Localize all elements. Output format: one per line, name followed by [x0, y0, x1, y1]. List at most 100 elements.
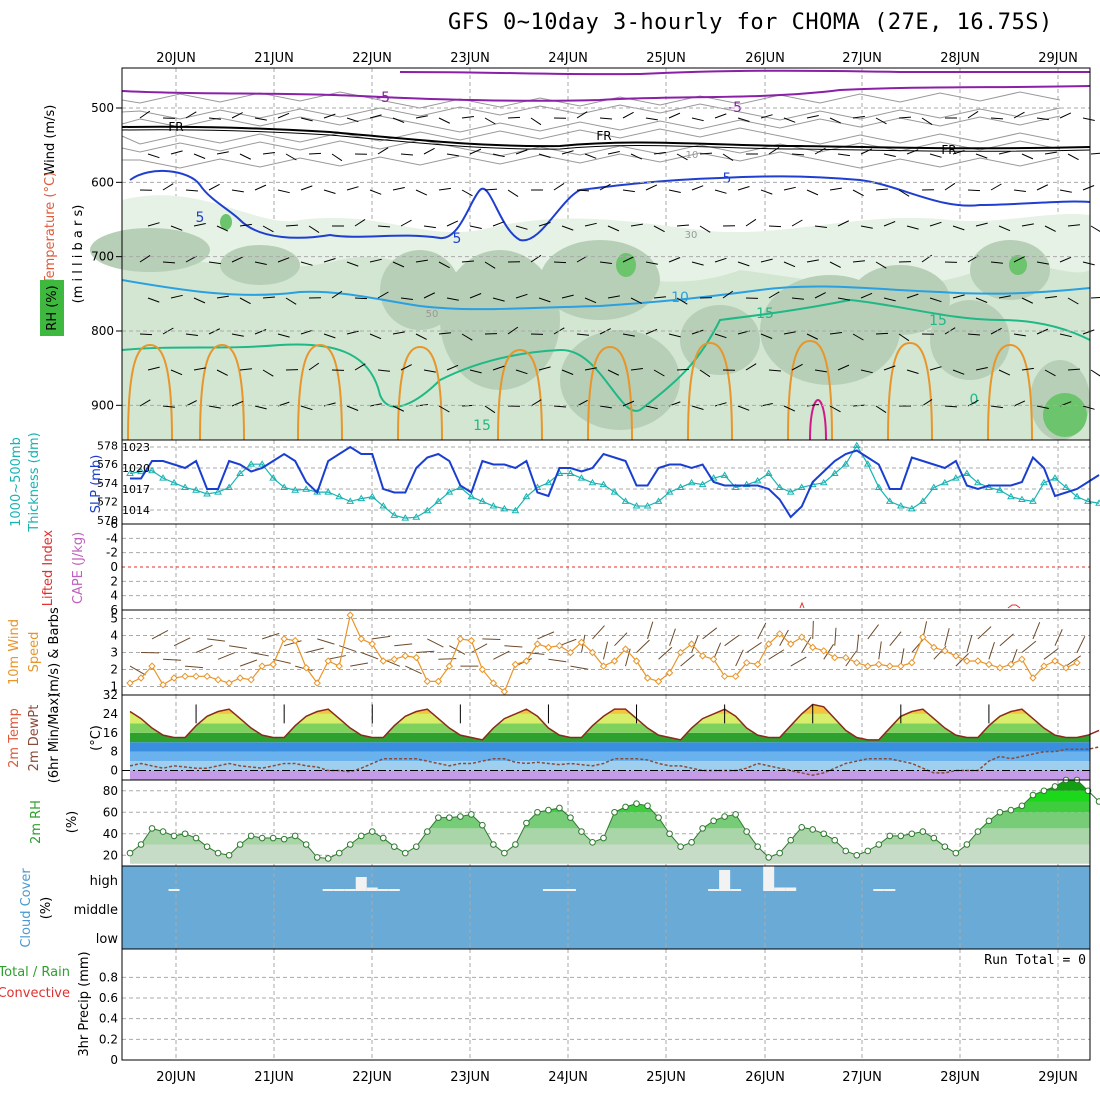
barb [392, 405, 405, 412]
rh-point [941, 843, 949, 850]
thickness-point [368, 492, 377, 500]
barb [308, 152, 322, 155]
wind-point [786, 640, 795, 648]
barb [856, 634, 860, 653]
barb [837, 153, 850, 157]
barb [461, 333, 473, 341]
wind-point [798, 633, 806, 641]
thickness-point [974, 478, 982, 486]
barb [277, 189, 290, 194]
thickness-point [951, 474, 960, 481]
barb [400, 153, 413, 156]
date-label-bottom: 23JUN [450, 1070, 490, 1085]
barb [461, 260, 474, 263]
barb [1090, 369, 1100, 377]
rh-tick: 80 [103, 784, 118, 798]
rh-blob [970, 240, 1050, 300]
wind-point [456, 635, 465, 643]
thickness-point [214, 488, 222, 495]
date-label-top: 27JUN [842, 51, 882, 66]
wind-point [434, 677, 443, 686]
wind-point [720, 672, 729, 681]
barb [231, 333, 244, 337]
thickness-label-1: 1000~500mb [9, 437, 24, 527]
barb [346, 186, 359, 191]
barb [967, 333, 980, 336]
rh-point [490, 841, 497, 848]
barb [760, 189, 773, 195]
temp-band [130, 751, 1090, 762]
thickness-point [192, 486, 200, 493]
thick-tick: 572 [97, 495, 118, 508]
barb [929, 153, 942, 158]
temp-band [130, 713, 1090, 724]
barb [492, 297, 505, 302]
wind-point [952, 652, 960, 660]
barb [262, 369, 274, 377]
barb [438, 405, 450, 413]
barb [1044, 296, 1057, 299]
barb [231, 189, 244, 193]
thickness-point [841, 460, 850, 467]
wind-point [368, 640, 376, 648]
temp-band [130, 742, 1090, 752]
barb [207, 638, 226, 642]
rh-tick: 40 [103, 827, 118, 841]
barb [630, 153, 643, 160]
isotherm-20 [587, 345, 633, 441]
barb [339, 645, 357, 653]
thickness-point [676, 483, 685, 490]
barb [515, 293, 528, 299]
rh-blob [560, 330, 680, 430]
date-label-top: 20JUN [156, 51, 196, 66]
barb [526, 652, 545, 655]
barb [668, 112, 681, 119]
precip-tick: 0.4 [99, 1012, 118, 1026]
wind-point [478, 665, 487, 674]
rh-band [130, 790, 1090, 802]
barb [929, 297, 942, 303]
barb [691, 405, 704, 410]
barb [300, 261, 313, 266]
wind-point [842, 653, 850, 662]
barb [208, 117, 221, 120]
wind-point [919, 633, 927, 641]
barb [977, 626, 992, 640]
cape-tick: -2 [106, 546, 118, 560]
rh-point [1018, 802, 1026, 810]
rh-point [302, 841, 310, 848]
barb [1082, 185, 1095, 191]
barb [576, 111, 588, 119]
barb [306, 647, 324, 653]
thickness-point [126, 469, 134, 476]
rh-point [501, 849, 508, 857]
date-label-bottom: 20JUN [156, 1070, 196, 1085]
barb [760, 114, 773, 119]
wind-point [1062, 664, 1070, 672]
barb [216, 295, 229, 299]
barb [185, 189, 198, 192]
rh-blob [90, 228, 210, 272]
barb [438, 187, 451, 191]
cloud-bar [884, 889, 896, 891]
barb [423, 147, 435, 155]
thickness-point [434, 497, 443, 504]
barb [492, 153, 505, 158]
barb [553, 183, 565, 191]
date-label-bottom: 27JUN [842, 1070, 882, 1085]
barb [823, 643, 834, 660]
barb [1032, 622, 1041, 640]
wind-point [533, 640, 542, 648]
run-total: Run Total = 0 [984, 953, 1086, 968]
rh-point [622, 803, 629, 811]
barb [584, 367, 597, 371]
barb [676, 224, 689, 227]
barb [346, 117, 359, 123]
barb [277, 257, 290, 263]
cape-tick: -4 [106, 531, 118, 545]
thickness-point [852, 441, 861, 449]
wind-point [445, 662, 454, 670]
thickness-point [401, 514, 410, 521]
wind-point [731, 672, 740, 681]
wind-point [753, 660, 762, 669]
